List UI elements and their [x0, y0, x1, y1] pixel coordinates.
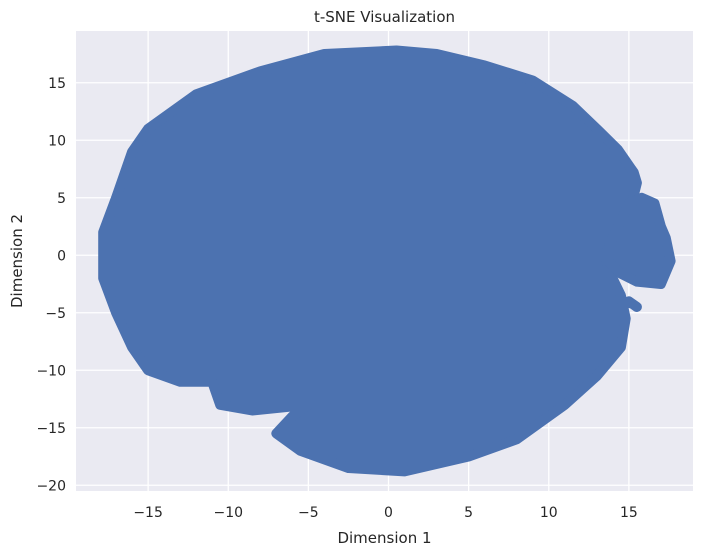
y-tick-label: −15 [36, 421, 66, 437]
y-tick-label: −5 [45, 306, 66, 322]
x-axis-label: Dimension 1 [337, 529, 431, 547]
y-tick-label: −20 [36, 478, 66, 494]
x-tick-label: −15 [133, 505, 163, 521]
data-points [98, 45, 676, 477]
y-tick-label: 5 [57, 191, 66, 207]
y-tick-label: −10 [36, 363, 66, 379]
chart-title: t-SNE Visualization [314, 8, 455, 26]
y-axis-ticks: −20 −15 −10 −5 0 5 10 15 [36, 76, 66, 495]
x-tick-label: −10 [213, 505, 243, 521]
x-tick-label: 15 [620, 505, 638, 521]
x-tick-label: 0 [384, 505, 393, 521]
y-tick-label: 10 [48, 133, 66, 149]
x-tick-label: −5 [298, 505, 319, 521]
scatter-cluster [98, 45, 642, 477]
x-tick-label: 5 [464, 505, 473, 521]
scatter-cluster [603, 192, 676, 289]
scatter-cluster [620, 296, 642, 312]
y-axis-label: Dimension 2 [8, 214, 26, 308]
x-tick-label: 10 [540, 505, 558, 521]
y-tick-label: 0 [57, 248, 66, 264]
y-tick-label: 15 [48, 76, 66, 92]
x-axis-ticks: −15 −10 −5 0 5 10 15 [133, 505, 637, 521]
